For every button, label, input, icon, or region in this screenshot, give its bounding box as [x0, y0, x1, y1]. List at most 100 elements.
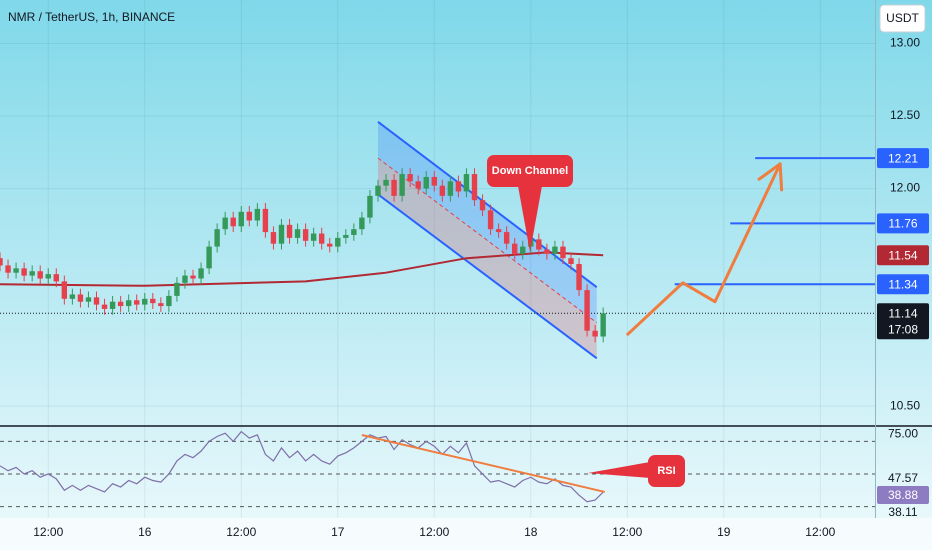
candle-body — [600, 313, 606, 337]
candle-body — [407, 174, 413, 182]
x-tick-label: 16 — [138, 525, 152, 539]
candle-body — [85, 297, 92, 302]
candle-body — [415, 181, 421, 189]
x-tick-label: 12:00 — [33, 525, 63, 539]
candle-body — [503, 232, 510, 244]
candle-body — [335, 237, 341, 247]
channel-upper-fill — [377, 121, 597, 323]
rsi-callout-text: RSI — [657, 465, 675, 477]
candle-body — [190, 275, 196, 279]
channel-mid — [377, 157, 598, 324]
candle-body — [270, 232, 277, 244]
channel-lower — [377, 193, 598, 360]
rsi-trendline — [361, 434, 606, 493]
level-label-bg — [877, 148, 929, 169]
x-tick-label: 12:00 — [226, 525, 256, 539]
candle-body — [254, 208, 261, 221]
x-tick-label: 18 — [524, 525, 538, 539]
candle-body — [455, 181, 462, 192]
candle-body — [318, 233, 325, 244]
candle-body — [391, 179, 397, 196]
candle-body — [21, 268, 27, 276]
callout-text: Down Channel — [492, 165, 568, 177]
candle-body — [343, 234, 349, 238]
candle-body — [230, 217, 236, 227]
candle-body — [359, 217, 365, 230]
candle-body — [37, 271, 43, 279]
countdown-label: 17:08 — [888, 322, 918, 336]
candle-body — [238, 211, 244, 227]
y-tick-label: 12.50 — [890, 108, 920, 122]
rsi-label: 75.00 — [888, 426, 918, 440]
rsi-line — [0, 430, 604, 503]
channel-lower-fill — [377, 158, 597, 359]
candle-body — [246, 211, 253, 221]
y-tick-label: 13.00 — [890, 36, 920, 50]
projection-path — [625, 163, 782, 337]
candle-body — [182, 275, 188, 283]
candle-body — [512, 243, 518, 254]
candle-body — [69, 294, 76, 299]
candle-body — [544, 249, 550, 254]
candle-body — [61, 281, 68, 299]
arrow-head — [757, 162, 782, 181]
level-label-bg — [877, 274, 929, 295]
candle-body — [423, 176, 429, 189]
candle-body — [117, 301, 124, 307]
arrow-head — [778, 162, 784, 192]
candle-body — [150, 298, 156, 304]
candle-body — [206, 246, 212, 269]
level-label-bg — [877, 213, 929, 234]
candle-body — [29, 271, 35, 276]
rsi-label-bg — [877, 485, 929, 504]
candle-body — [592, 330, 598, 337]
candle-body — [0, 258, 3, 266]
candle-body — [286, 224, 293, 238]
candle-body — [576, 263, 582, 291]
candle-body — [568, 258, 574, 264]
level-label: 12.21 — [888, 151, 918, 165]
candle-body — [134, 300, 140, 305]
candle-body — [479, 200, 486, 211]
rsi-label: 47.57 — [888, 471, 918, 485]
candle-body — [278, 224, 285, 244]
candle-body — [536, 239, 542, 250]
rsi-label: 38.88 — [888, 488, 918, 502]
currency-button[interactable] — [879, 4, 926, 33]
y-tick-label: 12.00 — [890, 181, 920, 195]
x-tick-label: 12:00 — [612, 525, 642, 539]
currency-label[interactable]: USDT — [886, 11, 919, 25]
candle-body — [447, 181, 454, 196]
candle-body — [53, 274, 59, 282]
candle-body — [351, 229, 357, 235]
candle-body — [77, 294, 84, 302]
candle-body — [302, 229, 309, 241]
y-tick-label: 10.50 — [890, 398, 920, 412]
rsi-label: 38.11 — [888, 505, 917, 519]
candle-body — [383, 179, 389, 186]
callout-box — [487, 155, 573, 187]
ma-label-bg — [877, 245, 929, 266]
candle-body — [487, 210, 494, 230]
x-tick-label: 17 — [331, 525, 345, 539]
rsi-callout-box — [648, 455, 685, 487]
channel-upper — [377, 121, 598, 288]
ma-label: 11.54 — [888, 248, 917, 262]
candle-body — [495, 229, 502, 233]
x-tick-label: 12:00 — [419, 525, 449, 539]
candle-body — [174, 282, 180, 296]
x-tick-label: 19 — [717, 525, 731, 539]
candle-body — [552, 246, 558, 254]
candle-body — [198, 268, 204, 279]
level-label: 11.76 — [888, 217, 917, 231]
candle-body — [584, 290, 590, 331]
candle-body — [125, 300, 132, 307]
candle-body — [109, 301, 116, 309]
candle-body — [5, 265, 11, 273]
candle-body — [294, 229, 301, 238]
candle-body — [471, 174, 478, 201]
candle-body — [45, 274, 51, 279]
